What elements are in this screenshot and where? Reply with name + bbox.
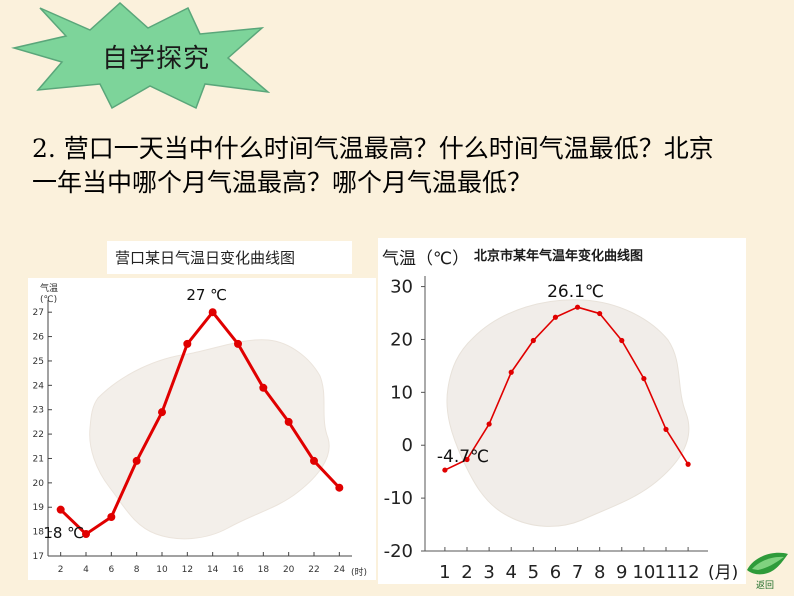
left-y-tick-label: 25 [33,357,44,367]
right-y-tick-label: -20 [384,541,413,562]
left-y-label-line1: 气温 [40,282,58,294]
left-y-tick-label: 22 [33,430,44,440]
left-chart-title: 营口某日气温日变化曲线图 [115,249,296,267]
left-data-point [284,417,293,426]
right-x-tick-label: 9 [616,562,627,583]
right-x-tick-label: 8 [594,562,605,583]
right-y-tick-label: 30 [390,277,413,298]
left-data-point [310,456,318,465]
back-button-label: 返回 [756,579,774,591]
left-x-tick-label: 22 [308,565,319,575]
right-data-point [641,375,647,382]
right-data-point [442,467,448,473]
left-y-tick-label: 17 [33,552,44,562]
left-x-tick-label: 14 [207,565,219,575]
left-y-tick-label: 19 [33,503,45,513]
left-x-tick-label: 24 [334,565,346,575]
question-text: 2. 营口一天当中什么时间气温最高？什么时间气温最低？北京 一年当中哪个月气温最… [32,132,772,200]
back-button[interactable]: 返回 [744,548,790,592]
right-data-point [663,426,669,432]
question-line-2: 一年当中哪个月气温最高？哪个月气温最低？ [32,168,533,197]
left-data-point [56,505,65,514]
left-y-tick-label: 21 [33,454,44,464]
left-data-point [158,408,166,417]
right-data-point [508,369,514,375]
question-line-1: 2. 营口一天当中什么时间气温最高？什么时间气温最低？北京 [32,134,714,163]
left-x-tick-label: 16 [232,565,244,575]
left-x-tick-label: 6 [108,565,114,575]
left-map-silhouette [89,339,330,540]
right-x-tick-label: 10 [632,562,655,583]
left-x-tick-label: 12 [182,565,193,575]
left-x-tick-label: 4 [83,565,89,575]
left-y-label-line2: (℃) [40,295,57,305]
title-badge [11,1,270,110]
badge-label: 自学探究 [101,44,210,74]
right-x-tick-label: 1 [439,562,450,583]
right-y-tick-label: 10 [390,382,413,403]
right-x-tick-label: 7 [572,562,583,583]
right-x-unit: (月) [708,563,738,583]
right-x-tick-label: 12 [677,562,700,583]
left-data-point [208,308,217,317]
left-y-tick-label: 27 [33,308,44,318]
left-data-point [335,483,344,492]
left-data-point [107,512,116,521]
right-y-tick-label: 20 [390,329,413,350]
left-y-tick-label: 20 [33,479,45,489]
left-x-tick-label: 10 [156,565,168,575]
right-data-point [552,314,559,320]
right-x-tick-label: 6 [550,562,561,583]
left-x-tick-label: 8 [134,565,140,575]
right-annotation-label: -4.7℃ [437,447,489,467]
right-data-point [685,461,691,467]
left-x-tick-label: 20 [283,565,295,575]
right-data-point [574,304,581,310]
right-x-tick-label: 5 [528,562,539,583]
right-data-point [464,456,470,463]
badge-burst-shape [11,1,270,110]
right-y-tick-label: 0 [402,435,413,456]
right-annotation-label: 26.1℃ [547,282,604,302]
right-series-line [444,306,689,471]
right-x-tick-label: 2 [461,562,472,583]
left-x-tick-label: 18 [258,565,270,575]
right-chart-title: 北京市某年气温年变化曲线图 [474,248,643,264]
left-y-tick-label: 26 [33,333,45,343]
right-data-point [486,421,492,427]
left-data-point [183,339,192,348]
right-data-point [619,337,625,344]
right-data-point [597,310,603,317]
left-annotation-label: 18 ℃ [43,524,84,542]
left-y-tick-label: 23 [33,406,44,416]
right-x-tick-label: 4 [506,562,517,583]
left-x-tick-label: 2 [58,565,64,575]
left-series-line [59,310,341,536]
left-y-tick-label: 18 [33,528,45,538]
left-x-unit: (时) [351,566,367,578]
left-data-point [132,456,141,465]
left-data-point [259,383,268,392]
right-data-point [530,337,536,344]
right-y-label: 气温（℃） [382,249,469,269]
left-data-point [234,339,242,348]
right-y-tick-label: -10 [384,488,413,509]
right-map-silhouette [446,299,690,527]
left-data-point [82,530,90,539]
left-y-tick-label: 24 [33,381,45,391]
left-chart-title-card: 营口某日气温日变化曲线图 [107,241,352,274]
left-annotation-label: 27 ℃ [186,286,227,304]
back-arrow-highlight [752,556,784,570]
right-x-tick-label: 11 [655,562,678,583]
right-x-tick-label: 3 [483,562,494,583]
